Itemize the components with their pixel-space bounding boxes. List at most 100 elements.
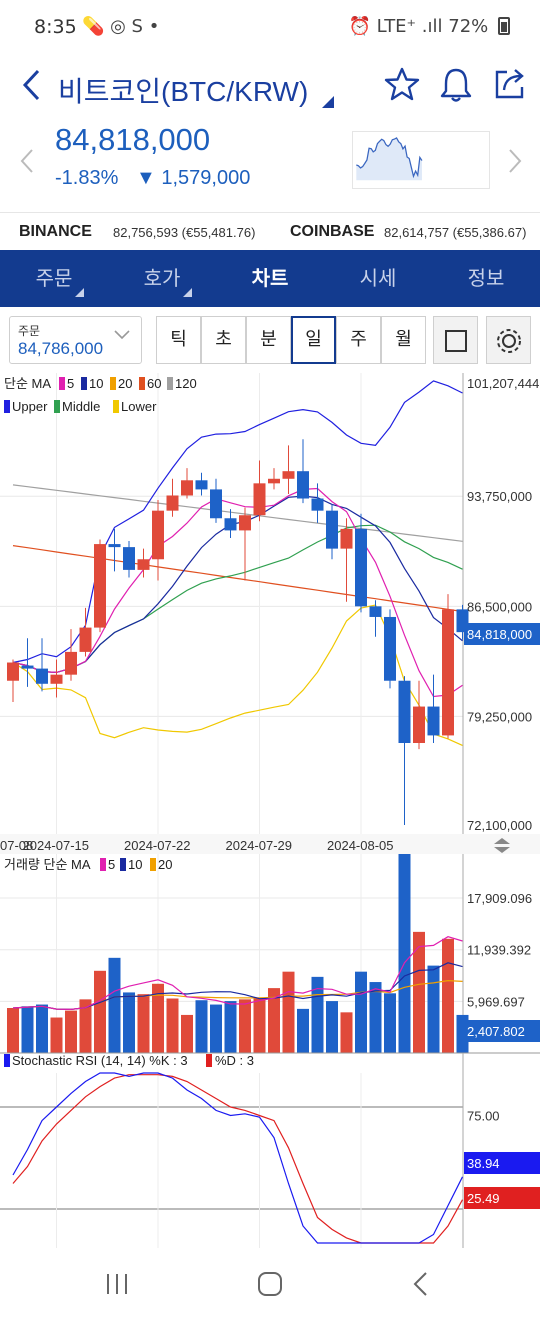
stoch-k-line — [12, 1072, 464, 1244]
candle-body — [427, 706, 440, 736]
home-icon[interactable] — [256, 1270, 284, 1298]
volume-bar — [94, 970, 106, 1053]
price-y-tick-label: 86,500,000 — [467, 599, 532, 614]
date-tick-label: 2024-07-29 — [226, 838, 293, 853]
volume-bar — [442, 938, 454, 1053]
exchange-value-coinbase: 82,614,757 (€55,386.67) — [384, 225, 527, 240]
period-minute-button[interactable]: 분 — [246, 316, 291, 364]
exchange-name-coinbase: COINBASE — [290, 223, 375, 240]
candle-body — [326, 510, 338, 549]
price-y-tick-label: 101,207,444 — [467, 376, 539, 391]
volume-bar — [239, 999, 251, 1053]
chart-toolbar: 주문 84,786,000 틱 초 분 일 주 월 — [0, 307, 540, 373]
volume-bar — [369, 982, 382, 1053]
candle-body — [282, 471, 295, 479]
volume-bar — [166, 998, 179, 1053]
tab-order[interactable]: 주문 — [0, 250, 108, 307]
vol-legend-5: 5 — [108, 857, 115, 872]
volume-bar — [210, 1004, 222, 1053]
volume-bar — [21, 1006, 34, 1053]
period-month-button[interactable]: 월 — [381, 316, 426, 364]
price-sparkline — [352, 131, 490, 189]
candle-body — [355, 528, 367, 607]
volume-y-tick-label: 5,969.697 — [467, 994, 525, 1009]
volume-y-tick-label: 11,939.392 — [467, 943, 531, 958]
collapse-down-icon[interactable] — [494, 847, 510, 853]
ma-legend-60: 60 — [147, 376, 161, 391]
candle-body — [210, 489, 222, 519]
period-tick-button[interactable]: 틱 — [156, 316, 201, 364]
candle-body — [137, 559, 150, 570]
tab-chart[interactable]: 차트 — [251, 266, 289, 290]
candle-body — [195, 480, 208, 490]
price-panel: 101,207,444 93,750,000 86,500,000 79,250,00… — [0, 373, 540, 834]
stochastic-panel: 75.0050.00 38.94 25.49 Stochastic RSI (1… — [0, 1052, 540, 1248]
candle-body — [152, 510, 164, 560]
volume-bar — [195, 1000, 208, 1053]
next-arrow-icon[interactable] — [506, 148, 524, 174]
stoch-d-value: 25.49 — [467, 1191, 500, 1206]
change-amount: ▼ 1,579,000 — [136, 167, 251, 189]
volume-bar — [108, 957, 121, 1053]
volume-bar — [355, 971, 367, 1053]
share-icon[interactable] — [492, 66, 528, 102]
order-select-label: 주문 — [18, 324, 41, 338]
back-arrow-icon[interactable] — [20, 68, 44, 102]
stoch-legend-title: Stochastic RSI (14, 14) %K : 3 — [12, 1053, 188, 1068]
volume-bar — [326, 1001, 338, 1053]
network-indicator: LTE⁺ .ıll — [376, 16, 443, 37]
order-select-value: 84,786,000 — [18, 339, 104, 358]
candle-body — [166, 495, 179, 511]
stoch-d-line — [12, 1074, 464, 1244]
tab-orderbook[interactable]: 호가 — [108, 250, 216, 307]
volume-bar — [427, 965, 440, 1053]
title-dropdown-caret-icon[interactable] — [322, 96, 334, 108]
ma-legend-120: 120 — [175, 376, 197, 391]
period-day-button[interactable]: 일 — [291, 316, 336, 364]
exchange-prices: BINANCE 82,756,593 (€55,481.76) COINBASE… — [0, 212, 540, 252]
volume-bar — [79, 999, 92, 1053]
candle-body — [253, 483, 266, 516]
ma-legend-20: 20 — [118, 376, 132, 391]
candle-body — [311, 498, 324, 511]
bb-legend-upper: Upper — [12, 399, 48, 414]
candle-body — [123, 547, 135, 570]
ma5-line — [12, 487, 463, 698]
bb-legend-lower: Lower — [121, 399, 157, 414]
candle-body — [79, 627, 92, 652]
favorite-star-icon[interactable] — [384, 66, 420, 102]
volume-bar — [65, 1010, 77, 1053]
ma60-line — [12, 545, 463, 613]
period-second-button[interactable]: 초 — [201, 316, 246, 364]
date-tick-label: 2024-07-22 — [124, 838, 191, 853]
volume-bar — [152, 983, 164, 1053]
vol-legend-10: 10 — [128, 857, 142, 872]
recent-apps-icon[interactable] — [104, 1272, 132, 1296]
order-price-select[interactable]: 주문 84,786,000 — [9, 316, 142, 364]
tab-quotes[interactable]: 시세 — [359, 266, 397, 290]
chart-area[interactable]: 101,207,444 93,750,000 86,500,000 79,250,00… — [0, 373, 540, 1248]
period-week-button[interactable]: 주 — [336, 316, 381, 364]
square-icon — [445, 330, 467, 352]
vol-legend-20: 20 — [158, 857, 172, 872]
candle-body — [442, 609, 454, 736]
back-nav-icon[interactable] — [410, 1270, 432, 1298]
tab-info[interactable]: 정보 — [467, 266, 505, 290]
chart-type-button[interactable] — [433, 316, 478, 364]
alarm-bell-icon[interactable] — [438, 66, 474, 104]
candle-body — [384, 616, 396, 681]
page-title[interactable]: 비트코인(BTC/KRW) — [58, 76, 309, 107]
candle-body — [224, 518, 237, 531]
chevron-down-icon — [114, 330, 130, 340]
stoch-legend: Stochastic RSI (14, 14) %K : 3 %D : 3 — [4, 1053, 254, 1068]
stoch-y-tick-label: 75.00 — [467, 1109, 500, 1124]
candle-body — [36, 668, 48, 684]
ma-legend-5: 5 — [67, 376, 74, 391]
last-volume-badge — [464, 1020, 540, 1042]
prev-arrow-icon[interactable] — [18, 148, 36, 174]
collapse-up-icon[interactable] — [494, 838, 510, 844]
candle-body — [181, 480, 193, 496]
chart-settings-button[interactable] — [486, 316, 531, 364]
